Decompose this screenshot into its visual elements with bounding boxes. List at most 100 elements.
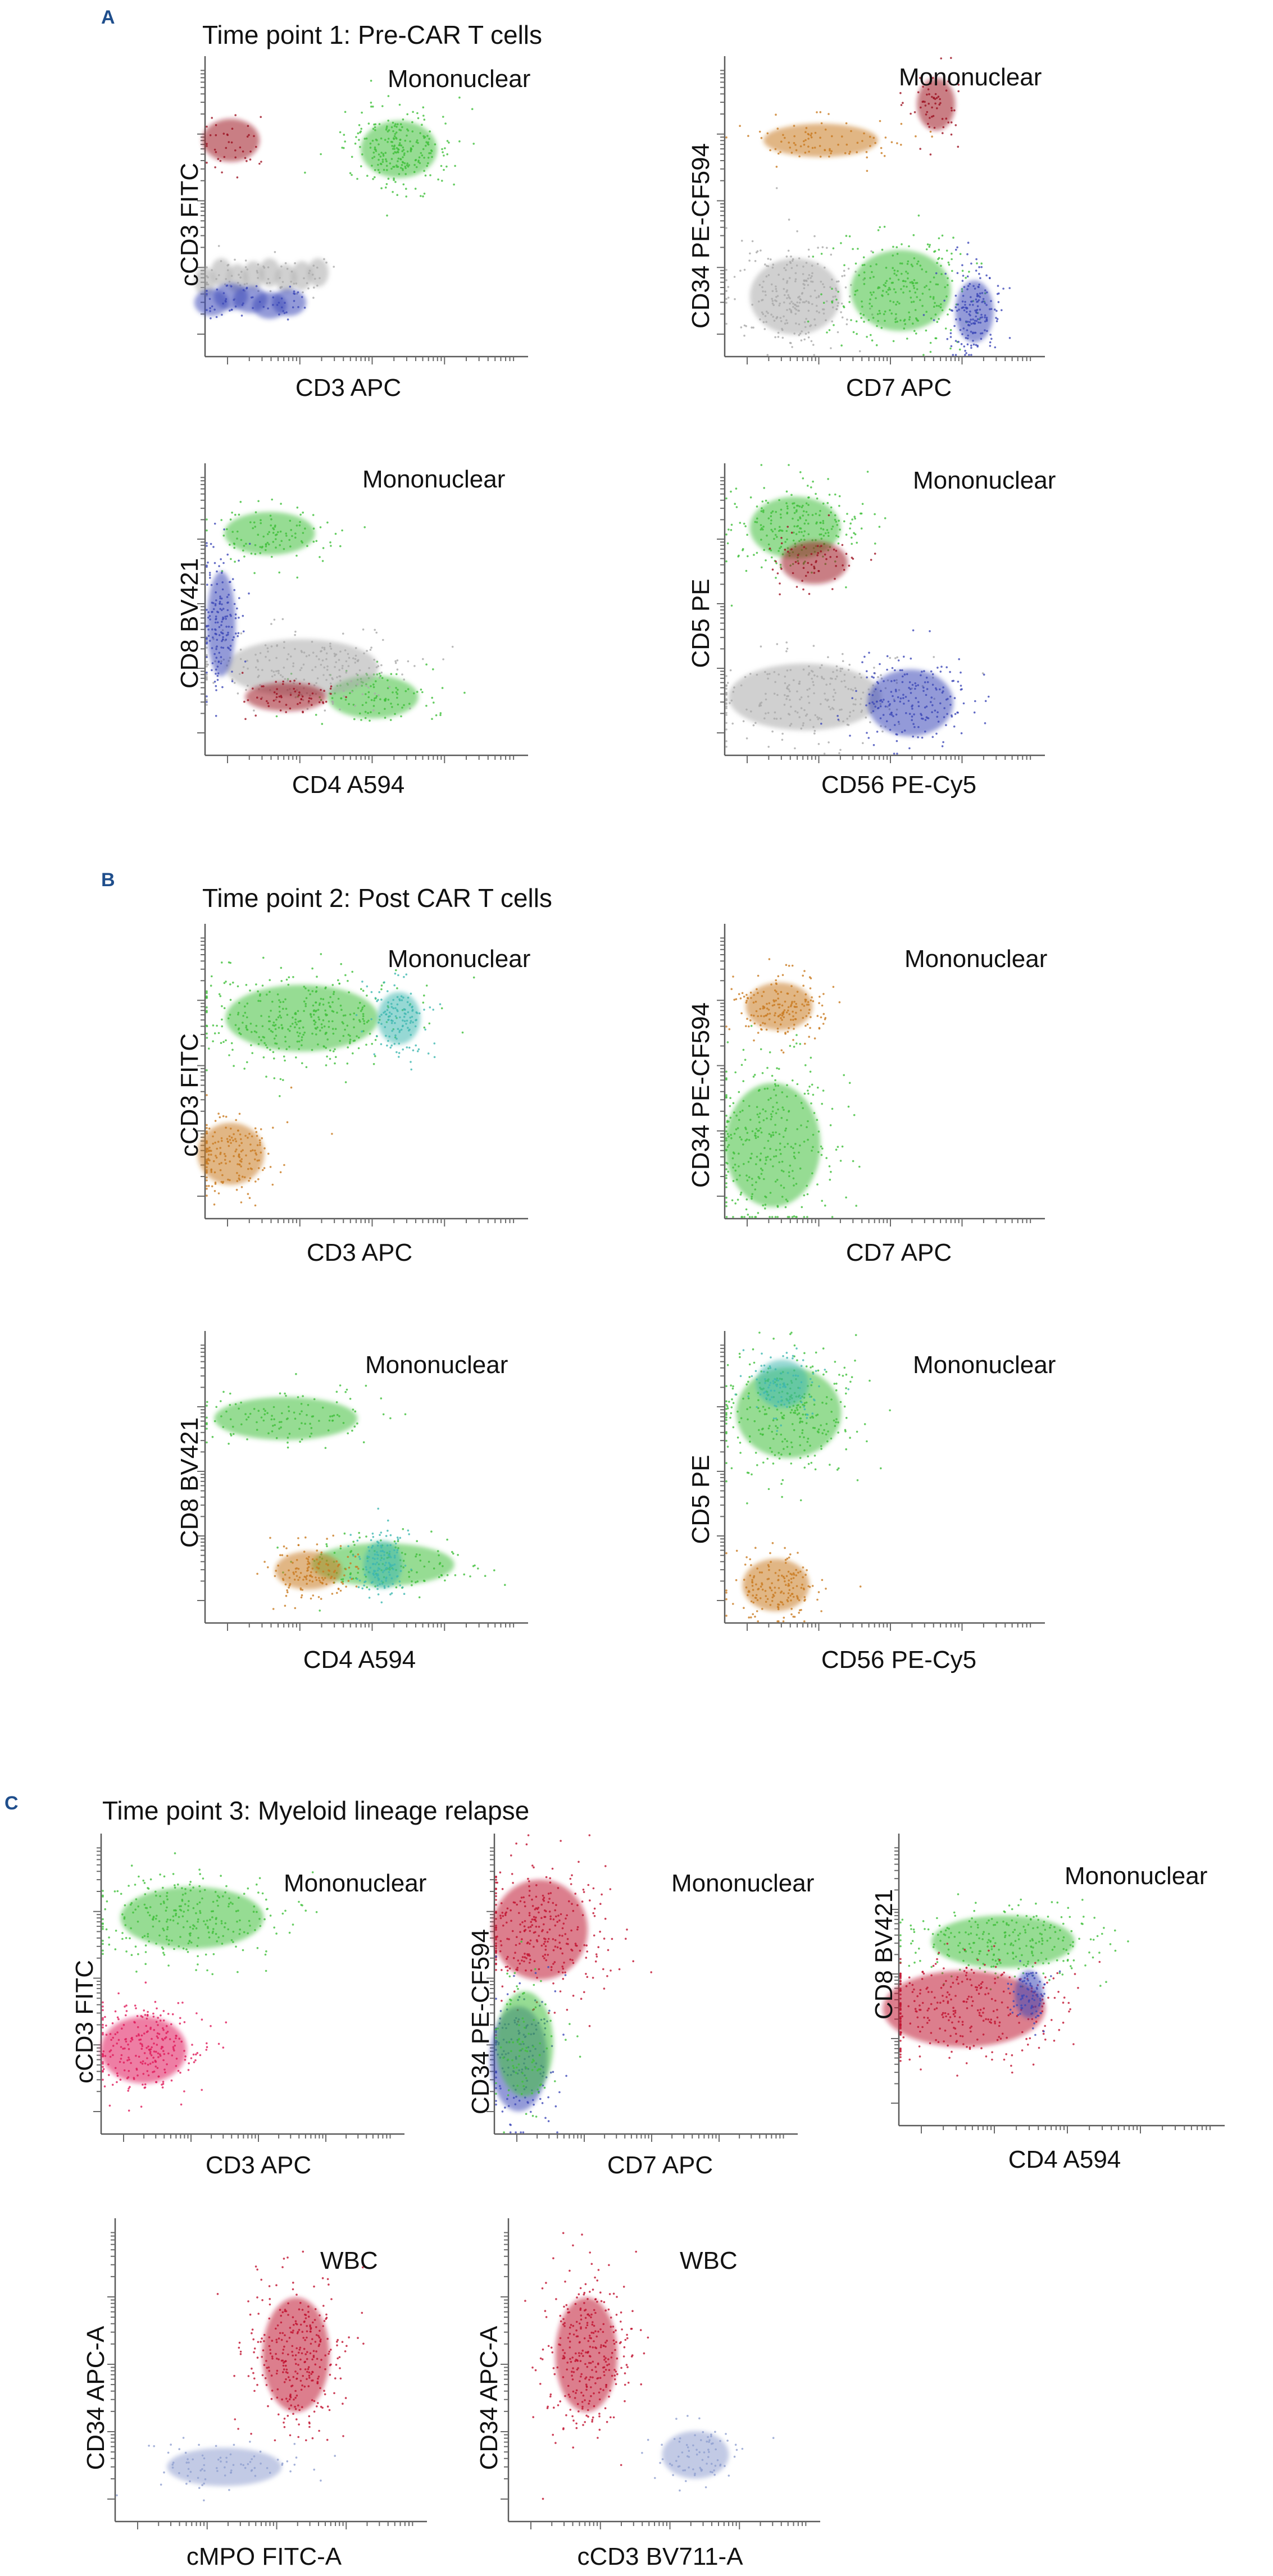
plot-b1-teal-event-point xyxy=(402,1019,404,1022)
plot-a2-green-event-point xyxy=(941,234,944,237)
plot-a2-green-event-point xyxy=(932,298,935,300)
plot-b3-teal-event-point xyxy=(368,1597,371,1599)
plot-a4-gray-event-point xyxy=(810,669,813,672)
plot-a1-green-event-point xyxy=(404,165,407,168)
plot-b3-orange-event-point xyxy=(301,1589,304,1591)
plot-a4-green-event-point xyxy=(803,539,806,541)
plot-a1-green-event-point xyxy=(442,151,444,153)
plot-b3-green-event-point xyxy=(238,1407,240,1410)
plot-b1-teal-event-point xyxy=(366,985,369,988)
plot-a2-orange-event-point xyxy=(931,135,933,138)
plot-a3-gray-event-point xyxy=(311,641,313,643)
plot-b3-green-event-point xyxy=(271,1430,274,1433)
plot-a2-blue-event-point xyxy=(989,341,992,344)
plot-b1-green-event-point xyxy=(357,1047,360,1050)
plot-a2-blue-event-point xyxy=(966,343,969,345)
plot-b1-green-event-point xyxy=(371,1043,373,1045)
plot-b1-green-event-point xyxy=(280,1016,283,1019)
plot-b3-orange-event-point xyxy=(349,1562,352,1565)
plot-a3-green-event-point xyxy=(435,714,438,717)
plot-a2-gray-event-point xyxy=(840,311,842,313)
plot-a1-gray-event-point xyxy=(256,271,259,274)
plot-a3-blue-event-point xyxy=(220,662,222,665)
plot-b2-orange-event-point xyxy=(735,998,738,1000)
plot-b1-orange-event-point xyxy=(255,1153,258,1156)
plot-b1-green-event-point xyxy=(353,1012,356,1015)
plot-b2-orange-event-point xyxy=(743,995,745,998)
plot-a2-orange-event-point xyxy=(841,135,843,138)
plot-a3-gray-event-point xyxy=(329,645,331,648)
plot-b3-green-event-point xyxy=(333,1552,336,1554)
plot-b1-green-event-point xyxy=(369,1033,371,1035)
plot-b1-teal-event-point xyxy=(388,1019,390,1021)
plot-a4-gray-event-point xyxy=(773,671,776,673)
plot-a1-blue-event-point xyxy=(206,309,208,311)
plot-a4-blue-event-point xyxy=(931,736,934,738)
plot-b1-green-event-point xyxy=(234,1024,237,1027)
plot-a3-green-event-point xyxy=(375,695,378,697)
plot-b3-green-event-point xyxy=(437,1550,439,1552)
plot-b1-teal-event-point xyxy=(394,972,397,975)
plot-a1-blue-event-point xyxy=(287,318,289,321)
plot-b3-teal-event-point xyxy=(404,1565,407,1567)
plot-b3-green-event-point xyxy=(366,1586,368,1589)
plot-a4-blue-event-point xyxy=(899,697,902,700)
plot-a4-gray-event-point xyxy=(832,671,834,673)
plot-b2-orange-event-point xyxy=(753,1014,755,1017)
plot-a2-gray-event-point xyxy=(810,295,812,298)
plot-b2-green-event-point xyxy=(725,1114,728,1117)
plot-a2-blue-event-point xyxy=(944,272,947,275)
plot-a3-blue-event-point xyxy=(215,648,217,650)
plot-a4-gray-event-point xyxy=(848,715,851,717)
plot-b2-green-event-point xyxy=(725,1130,728,1133)
plot-a2-blue-event-point xyxy=(955,318,957,321)
plot-a3-gray-event-point xyxy=(266,647,269,650)
plot-a3-darkred-event-point xyxy=(273,691,276,694)
plot-a4-green-event-point xyxy=(761,507,763,509)
plot-a4-green-event-point xyxy=(778,550,780,552)
plot-a2-blue-event-point xyxy=(978,272,980,275)
plot-a4-gray-event-point xyxy=(785,650,788,653)
plot-a4-green-event-point xyxy=(762,511,765,513)
plot-a2-orange-event-point xyxy=(814,131,817,134)
plot-a1-blue-event-point xyxy=(255,285,258,288)
plot-a1-green-event-point xyxy=(380,187,383,190)
plot-b1-orange-event-point xyxy=(244,1134,247,1137)
plot-a1-blue-event-point xyxy=(297,306,299,308)
plot-a3-gray-event-point xyxy=(354,647,357,649)
plot-b1-green-event-point xyxy=(261,1025,264,1028)
plot-b1-green-event-point xyxy=(208,1047,210,1050)
plot-b3-orange-event-point xyxy=(303,1551,306,1553)
plot-a3-gray-event-point xyxy=(321,659,324,662)
plot-a1-green-event-point xyxy=(378,158,380,161)
plot-b3-orange-event-point xyxy=(311,1558,314,1561)
plot-a2-green-event-point xyxy=(861,264,864,267)
plot-a4-gray-event-point xyxy=(842,653,844,655)
plot-b3-green-event-point xyxy=(280,1426,282,1429)
plot-b1-orange-event-point xyxy=(206,1124,208,1127)
plot-b3-green-event-point xyxy=(430,1530,433,1533)
plot-a3-blue-event-point xyxy=(226,609,229,612)
plot-a3-blue-event-point xyxy=(238,559,240,562)
plot-a4-gray-event-point xyxy=(836,669,838,672)
plot-a2-gray-event-point xyxy=(795,305,798,308)
plot-a3-gray-event-point xyxy=(271,675,274,678)
plot-b2-green-event-point xyxy=(767,1098,770,1101)
plot-a4-blue-event-point xyxy=(930,696,933,699)
plot-a2-gray-event-point xyxy=(794,313,797,315)
plot-a4-darkred-event-point xyxy=(831,588,834,590)
plot-a4-gray-event-point xyxy=(831,677,833,680)
plot-a2-darkred-event-point xyxy=(926,93,928,96)
plot-a2-green-event-point xyxy=(945,249,948,252)
plot-a2-gray-event-point xyxy=(792,302,794,305)
plot-a4-blue-event-point xyxy=(893,680,895,682)
plot-a4-blue-event-point xyxy=(943,707,945,709)
plot-b1-green-event-point xyxy=(472,976,475,979)
plot-b1-green-event-point xyxy=(440,1007,443,1010)
plot-a3-blue-event-point xyxy=(231,680,234,682)
plot-a3-gray-event-point xyxy=(264,644,267,646)
plot-a2-blue-event-point xyxy=(953,325,956,327)
plot-b3-teal-event-point xyxy=(389,1534,392,1537)
plot-a3-darkred-event-point xyxy=(247,699,249,701)
plot-a4-green-event-point xyxy=(853,532,855,534)
